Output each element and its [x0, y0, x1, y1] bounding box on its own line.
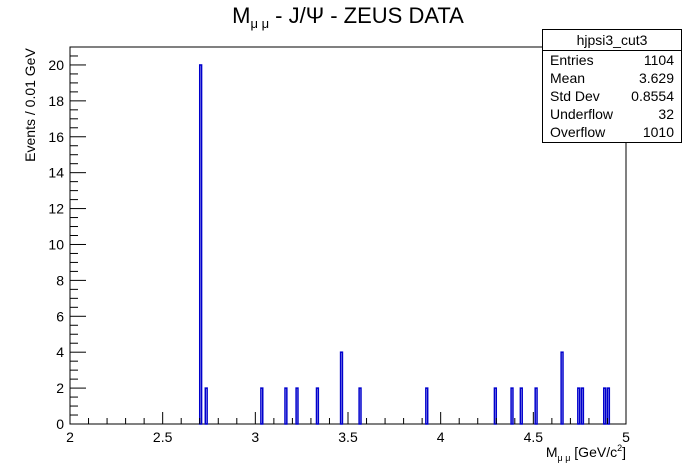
- histogram-bin: [358, 387, 362, 425]
- stats-value: 1104: [643, 52, 674, 68]
- y-tick-label: 14: [48, 165, 64, 181]
- histogram-bin: [534, 387, 538, 425]
- stats-label: Underflow: [550, 106, 614, 122]
- histogram-bin: [295, 387, 299, 425]
- chart-title: Mμ μ - J/Ψ - ZEUS DATA: [232, 3, 464, 31]
- x-tick-label: 4.5: [524, 429, 544, 445]
- histogram-bin: [606, 387, 611, 425]
- histogram-bin: [580, 387, 585, 425]
- stats-label: Mean: [550, 70, 586, 86]
- y-tick-label: 0: [56, 416, 64, 432]
- x-tick-label: 3: [251, 429, 259, 445]
- histogram-bin: [510, 387, 514, 425]
- x-tick-label: 2.5: [153, 429, 173, 445]
- stats-label: Overflow: [550, 124, 606, 140]
- histogram-bin: [560, 351, 564, 425]
- stats-row-underflow: Underflow 32: [543, 105, 681, 123]
- stats-label: Entries: [550, 52, 594, 68]
- y-tick-label: 8: [56, 272, 64, 288]
- histogram-bin: [577, 387, 581, 425]
- histogram-bin: [603, 387, 607, 425]
- histogram-bin: [519, 387, 523, 425]
- histogram-bin: [260, 387, 264, 425]
- x-axis-label: Mμ μ [GeV/c2]: [546, 443, 626, 463]
- y-tick-label: 2: [56, 380, 64, 396]
- histogram-bin: [284, 387, 288, 425]
- y-tick-label: 4: [56, 344, 64, 360]
- y-tick-label: 18: [48, 93, 64, 109]
- stats-value: 32: [658, 106, 674, 122]
- stats-value: 1010: [642, 124, 674, 140]
- y-tick-label: 6: [56, 308, 64, 324]
- stats-row-overflow: Overflow 1010: [543, 123, 681, 141]
- histogram-bin: [339, 351, 344, 425]
- histogram-bin: [425, 387, 429, 425]
- stats-row-mean: Mean 3.629: [543, 69, 681, 87]
- y-tick-label: 20: [48, 57, 64, 73]
- y-tick-label: 10: [48, 236, 64, 252]
- stats-value: 3.629: [638, 70, 674, 86]
- x-tick-label: 4: [437, 429, 445, 445]
- stats-title: hjpsi3_cut3: [543, 30, 681, 51]
- y-tick-label: 16: [48, 129, 64, 145]
- histogram-bin: [204, 387, 208, 425]
- stats-box: hjpsi3_cut3 Entries 1104 Mean 3.629 Std …: [542, 29, 682, 143]
- y-tick-label: 12: [48, 201, 64, 217]
- stats-label: Std Dev: [550, 88, 600, 104]
- stats-row-stddev: Std Dev 0.8554: [543, 87, 681, 105]
- histogram-bin: [493, 387, 498, 425]
- histogram-bin: [198, 64, 203, 425]
- x-tick-label: 2: [66, 429, 74, 445]
- y-axis-label: Events / 0.01 GeV: [22, 48, 38, 162]
- stats-value: 0.8554: [631, 88, 674, 104]
- histogram-bin: [315, 387, 320, 425]
- x-tick-label: 3.5: [338, 429, 358, 445]
- x-tick-label: 5: [622, 429, 630, 445]
- stats-row-entries: Entries 1104: [543, 51, 681, 69]
